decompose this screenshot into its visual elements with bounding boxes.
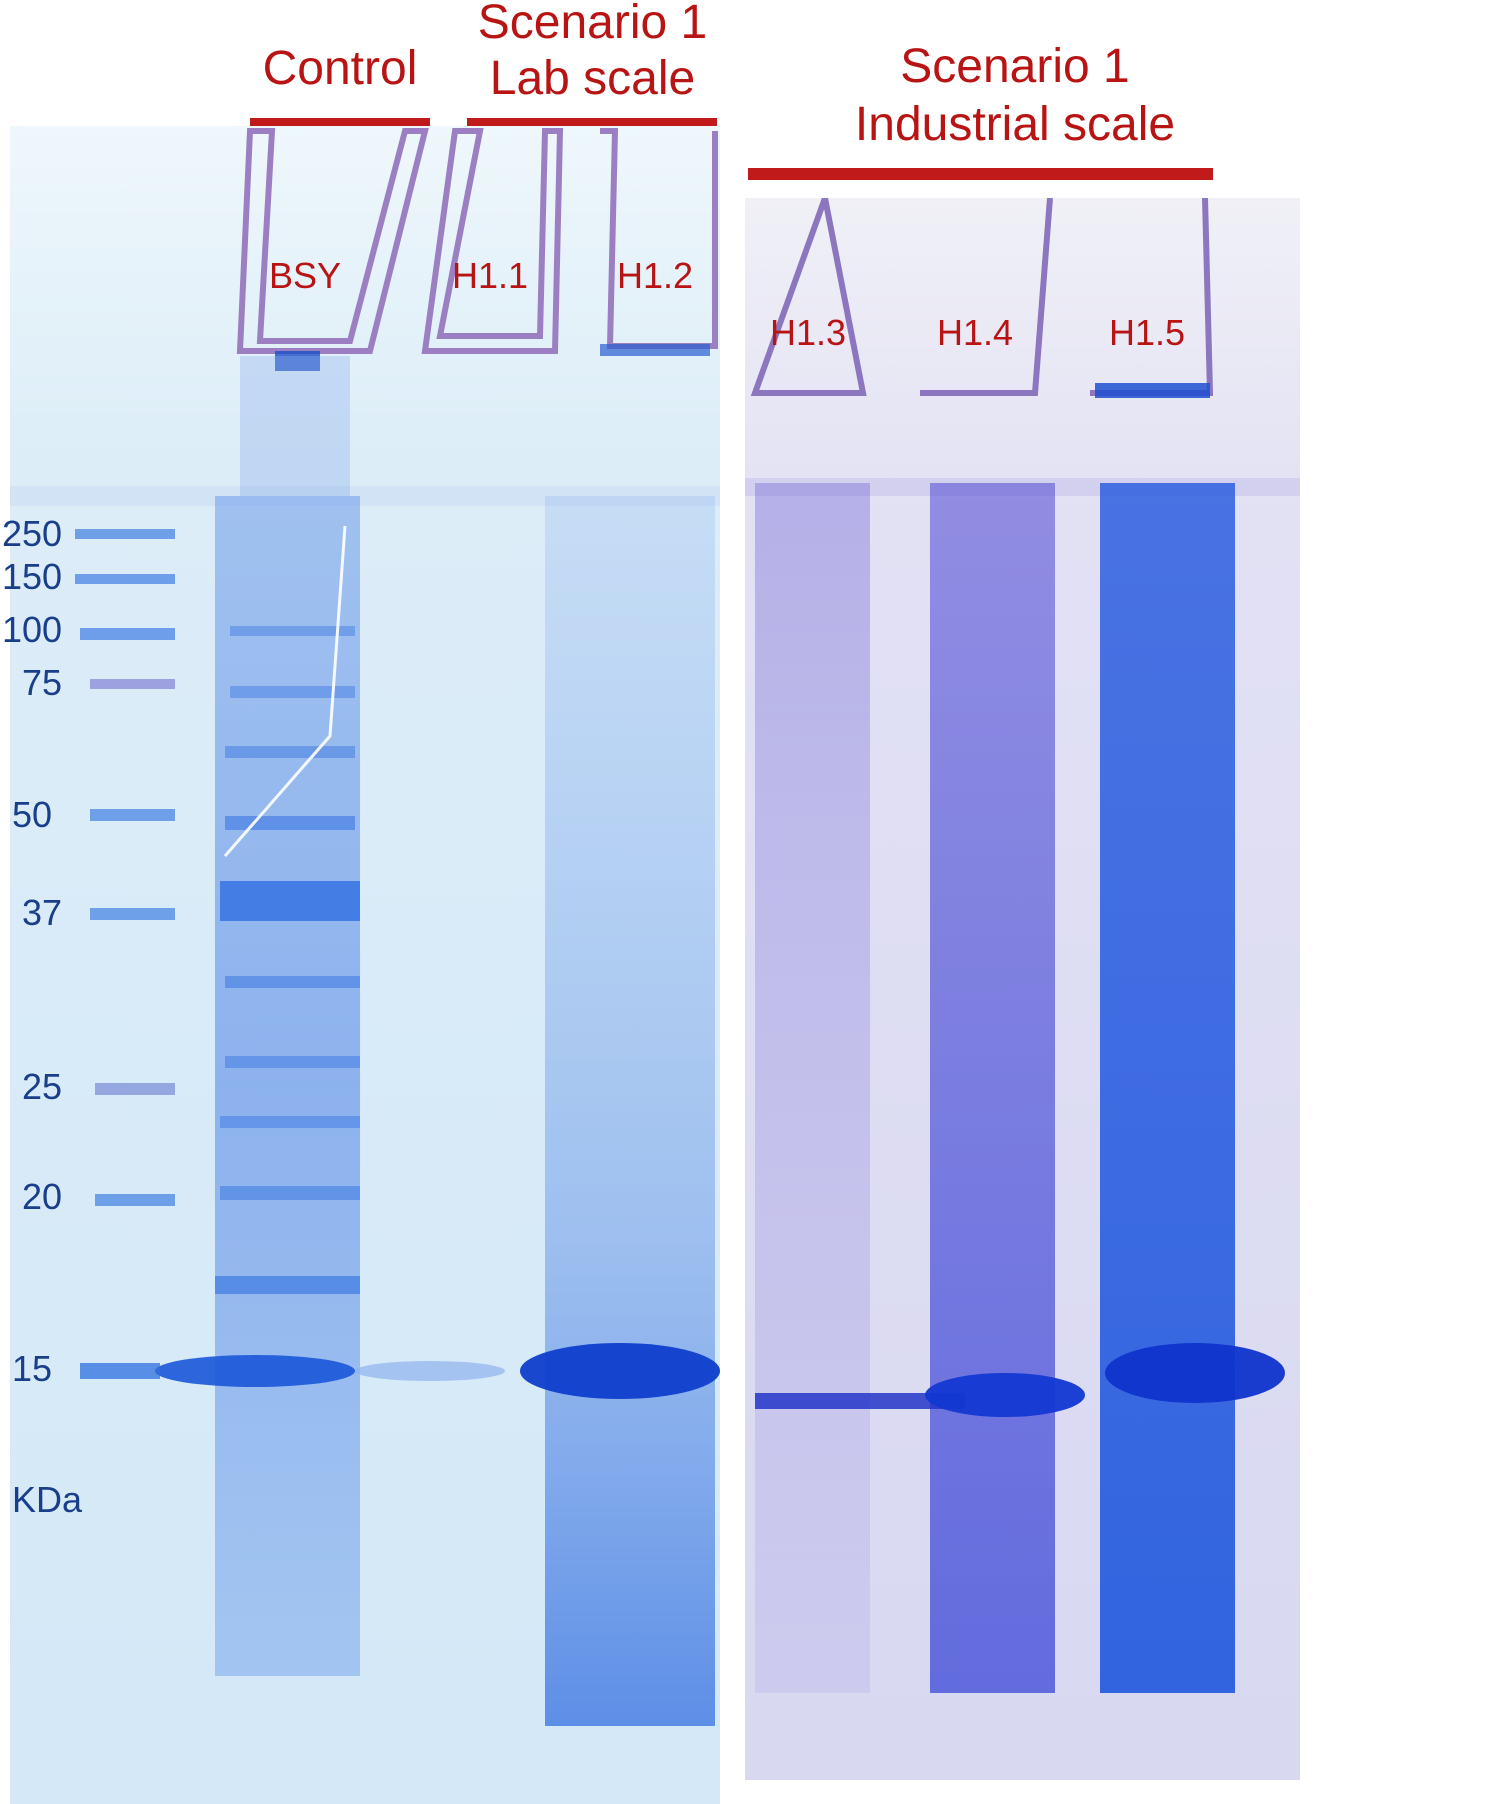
marker-label-20: 20 [22,1176,63,1217]
right-gel-image [745,198,1300,1780]
lane-label-h1-4: H1.4 [936,312,1014,353]
marker-unit-kda: KDa [12,1479,83,1520]
lane-label-h1-3: H1.3 [769,312,847,353]
industrial-scale-bar [748,168,1213,180]
lab-scale-header-line2: Lab scale [489,52,696,105]
lane-label-h1-2: H1.2 [616,255,694,296]
industrial-scale-header-line1: Scenario 1 [900,40,1130,93]
control-header: Control [262,42,418,95]
marker-label-150: 150 [2,556,63,597]
marker-label-37: 37 [22,892,63,933]
marker-label-100: 100 [2,609,63,650]
marker-label-25: 25 [22,1066,63,1107]
marker-label-15: 15 [12,1348,53,1389]
marker-label-75: 75 [22,662,63,703]
lane-label-h1-5: H1.5 [1108,312,1186,353]
left-gel-image [10,126,720,1804]
lab-scale-header-line1: Scenario 1 [477,0,708,49]
marker-label-250: 250 [2,513,63,554]
industrial-scale-header-line2: Industrial scale [854,98,1176,151]
marker-label-50: 50 [12,794,53,835]
lane-label-bsy: BSY [268,255,342,296]
lane-label-h1-1: H1.1 [451,255,529,296]
